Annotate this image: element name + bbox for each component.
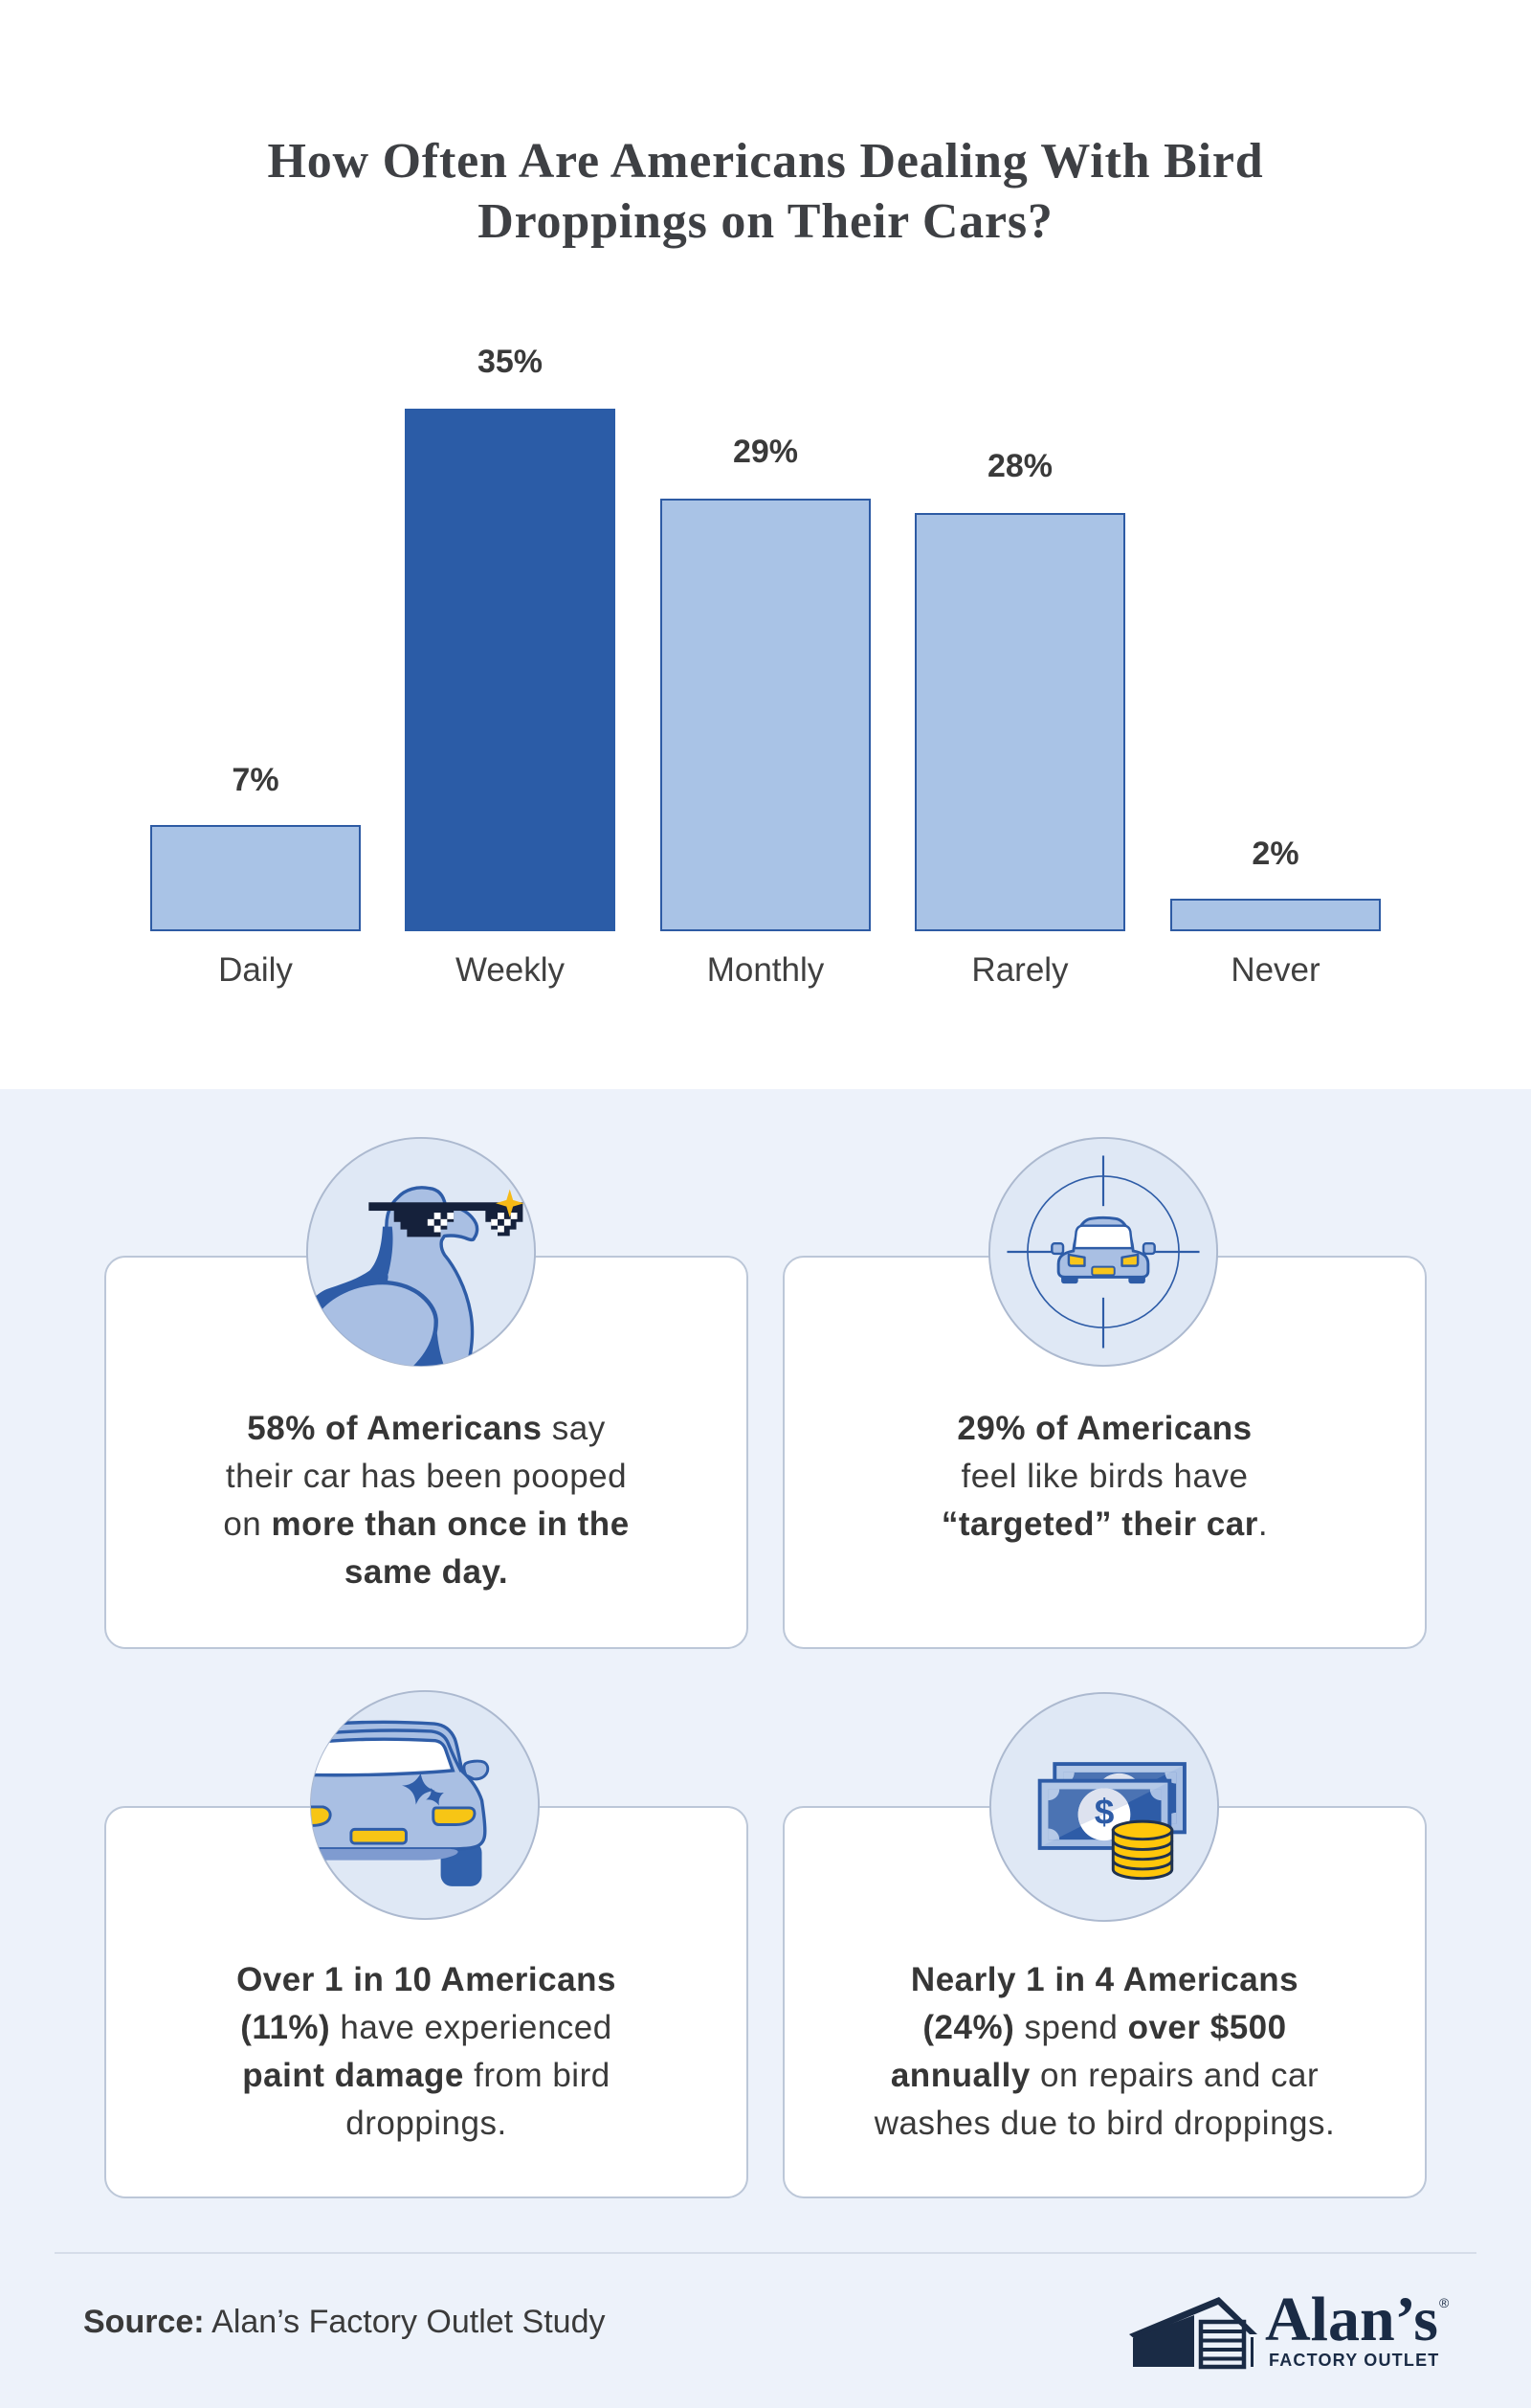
svg-text:Alan’s: Alan’s <box>1265 2294 1438 2354</box>
svg-text:FACTORY OUTLET: FACTORY OUTLET <box>1269 2351 1439 2370</box>
svg-text:$: $ <box>1095 1792 1115 1832</box>
svg-text:®: ® <box>1439 2295 1450 2310</box>
